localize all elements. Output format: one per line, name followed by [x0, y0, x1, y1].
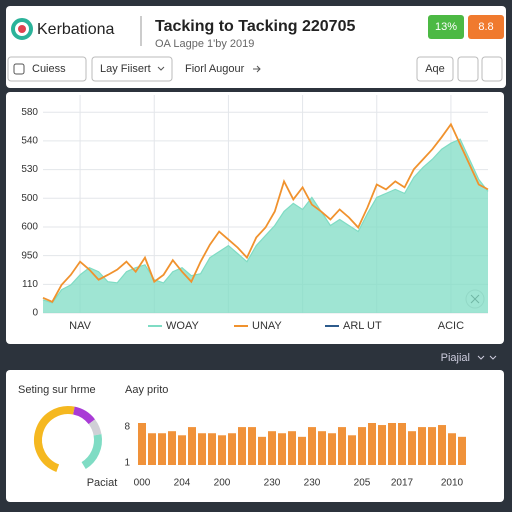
x-tick-label: 204: [174, 478, 191, 489]
bar: [438, 425, 446, 465]
card-title: Aay prito: [125, 384, 168, 396]
page-subtitle: OA Lagpe 1'by 2019: [155, 38, 254, 50]
logo: [11, 18, 33, 40]
legend-label: WOAY: [166, 320, 199, 332]
bar: [298, 436, 306, 465]
page-title: Tacking to Tacking 220705: [155, 18, 355, 35]
bar: [418, 427, 426, 465]
bar: [178, 435, 186, 465]
bar: [318, 431, 326, 465]
bar: [328, 433, 336, 465]
x-tick-label: 230: [304, 478, 321, 489]
toolbar-button-text: Aqe: [425, 63, 445, 75]
arrow: [253, 65, 261, 73]
bar: [358, 427, 366, 465]
badge[interactable]: [428, 15, 464, 39]
bar: [148, 433, 156, 465]
bar: [138, 423, 146, 465]
bar: [238, 427, 246, 465]
toolbar-button[interactable]: [416, 56, 454, 82]
y-tick-label: 500: [21, 193, 38, 204]
bar: [208, 433, 216, 465]
toolbar-button-text: Cuiess: [32, 63, 66, 75]
line: [42, 138, 489, 304]
x-tick-label: 200: [214, 478, 231, 489]
chevron: [157, 66, 165, 71]
gauge-segment: [81, 434, 102, 469]
bar: [308, 427, 316, 465]
legend-label: ARL UT: [343, 320, 382, 332]
toolbar-button[interactable]: [7, 56, 87, 82]
gauge-segment: [88, 419, 102, 436]
gauge-segment: [34, 406, 75, 472]
legend-label: UNAY: [252, 320, 282, 332]
brand: Kerbationa: [37, 21, 114, 38]
bar: [188, 427, 196, 465]
bar: [378, 425, 386, 465]
y-tick-label: 1: [124, 458, 130, 469]
bar: [258, 436, 266, 465]
line: [42, 122, 489, 303]
bar: [388, 423, 396, 465]
y-tick-label: 0: [32, 308, 38, 319]
bar: [448, 433, 456, 465]
icon-button[interactable]: [457, 56, 479, 82]
x-tick-label: 2010: [441, 478, 464, 489]
bar: [198, 433, 206, 465]
x-tick-label: 230: [264, 478, 281, 489]
badge-text: 8.8: [478, 21, 493, 33]
y-tick-label: 110: [22, 279, 38, 290]
x-tick-label: 2017: [391, 478, 414, 489]
icon: [13, 63, 25, 75]
chevron: [477, 355, 497, 360]
gauge-segment: [72, 406, 95, 425]
y-tick-label: 530: [21, 164, 38, 175]
bar: [398, 423, 406, 465]
y-tick-label: 600: [21, 222, 38, 233]
x-tick-label: NAV: [69, 320, 91, 332]
toolbar-button-text: Lay Fiisert: [100, 63, 151, 75]
y-tick-label: 8: [124, 422, 130, 433]
y-tick-label: 540: [21, 136, 38, 147]
dropdown-text[interactable]: Piajial: [441, 352, 470, 364]
bar: [248, 427, 256, 465]
bar: [228, 433, 236, 465]
bar: [348, 435, 356, 465]
logo-dot: [18, 25, 26, 33]
bar: [338, 427, 346, 465]
bar: [278, 433, 286, 465]
bar: [158, 433, 166, 465]
bar: [168, 431, 176, 465]
bar: [458, 436, 466, 465]
card-title: Seting sur hrme: [18, 384, 96, 396]
gauge-label: Paciat: [87, 477, 118, 489]
bar: [268, 431, 276, 465]
badge-text: 13%: [435, 21, 457, 33]
badge[interactable]: [468, 15, 504, 39]
y-tick-label: 580: [21, 107, 38, 118]
y-tick-label: 950: [21, 250, 38, 261]
x-tick-label: 000: [134, 478, 151, 489]
bar: [428, 427, 436, 465]
bar: [288, 431, 296, 465]
toolbar-link-text[interactable]: Fiorl Augour: [185, 63, 245, 75]
area: [43, 139, 488, 313]
icon-button[interactable]: [481, 56, 503, 82]
toolbar-button[interactable]: [91, 56, 173, 82]
bar: [218, 435, 226, 465]
x-tick-label: 205: [354, 478, 371, 489]
x-tick-label: ACIC: [438, 320, 464, 332]
bar: [368, 423, 376, 465]
bar: [408, 431, 416, 465]
